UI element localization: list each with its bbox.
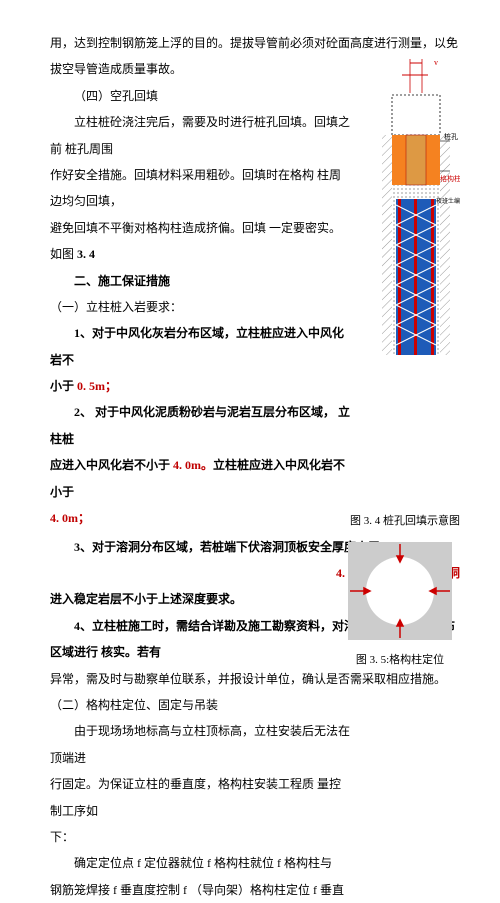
i2b: 应进入中风化岩不小于 4. 0m。立柱桩应进入中风化岩不小于 [50,452,350,505]
fig34-ref: 3. 4 [74,247,95,261]
i1c: 0. 5m； [74,379,117,393]
svg-text:v: v [434,58,438,67]
fig34-svg: v [372,55,460,365]
i1b-t1: 小于 [50,379,74,393]
i2b-t: 应进入中风化岩不小于 [50,458,170,472]
p5: 钢筋笼焊接 f 垂直度控制 f （导向架）格构柱定位 f 垂直 [50,877,350,903]
i1b: 小于 0. 5m； [50,373,350,399]
i2a: 2、 对于中风化泥质粉砂岩与泥岩互层分布区域， 立柱桩 [50,399,350,452]
figure-3-4: v [372,55,460,365]
p2b: 作好安全措施。回填材料采用粗砂。回填时在格构 柱周边均匀回填， [50,162,350,215]
p3b: 行固定。为保证立柱的垂直度，格构柱安装工程质 量控制工序如 [50,771,350,824]
i2e: 4. 0m； [50,511,90,525]
p2a: 立柱桩砼浇注完后，需要及时进行桩孔回填。回填之前 桩孔周围 [50,109,350,162]
p2c: 避免回填不平衡对格构柱造成挤偏。回填 一定要密实。如图 3. 4 [50,215,350,268]
fig34-caption: 图 3. 4 桩孔回填示意图 [50,509,460,533]
i1a-t: 1、对于中风化灰岩分布区域，立柱桩应进入中风化岩不 [50,326,344,366]
fig35-caption: 图 3. 5:格构柱定位 [340,648,460,672]
fig35-svg [340,538,460,648]
svg-text:夜班土编注层: 夜班土编注层 [436,197,460,205]
figure-3-5: 图 3. 5:格构柱定位 [340,538,460,672]
p3c: 下： [50,824,350,850]
sec2-title: 二、施工保证措施 [50,268,350,294]
sub2-title: （二）格构柱定位、固定与吊装 [50,692,460,718]
i2c: 4. 0m。 [170,458,213,472]
sub1-title: （一）立柱桩入岩要求： [50,294,350,320]
p3a: 由于现场场地标高与立柱顶标高，立柱安装后无法在 顶端进 [50,718,350,771]
svg-text:桩孔: 桩孔 [444,132,458,141]
p4: 确定定位点 f 定位器就位 f 格构柱就位 f 格构柱与 [50,850,350,876]
svg-text:格构柱: 格构柱 [440,174,460,183]
i1a: 1、对于中风化灰岩分布区域，立柱桩应进入中风化岩不 [50,320,350,373]
